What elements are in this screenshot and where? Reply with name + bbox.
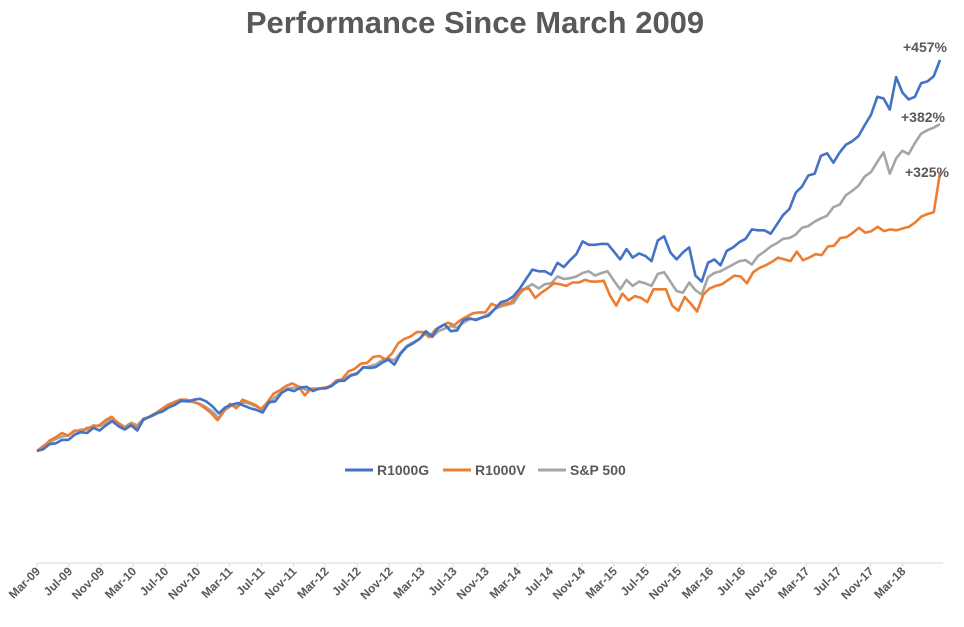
x-tick-label: Nov-13 [454, 564, 492, 602]
x-tick-label: Mar-17 [775, 564, 812, 601]
x-axis-ticks: Mar-09Jul-09Nov-09Mar-10Jul-10Nov-10Mar-… [6, 563, 909, 602]
x-tick-label: Mar-10 [102, 564, 139, 601]
legend-item-r1000g[interactable]: R1000G [345, 462, 429, 478]
series-line-r1000v [36, 172, 942, 453]
x-tick-label: Mar-11 [199, 564, 236, 601]
x-tick-label: Nov-11 [262, 564, 300, 602]
legend-item-sp500[interactable]: S&P 500 [538, 462, 626, 478]
legend: R1000G R1000V S&P 500 [345, 462, 626, 478]
end-labels: +457% +382% +325% [901, 39, 950, 180]
x-tick-label: Mar-14 [487, 564, 524, 601]
legend-item-r1000v[interactable]: R1000V [443, 462, 526, 478]
series-layer [36, 59, 942, 453]
x-tick-label: Nov-10 [165, 564, 203, 602]
x-tick-label: Mar-16 [679, 564, 716, 601]
end-label-r1000v: +325% [905, 164, 950, 180]
chart-title: Performance Since March 2009 [246, 5, 704, 40]
end-label-r1000g: +457% [903, 39, 948, 55]
series-line-r1000g [36, 59, 942, 453]
x-tick-label: Nov-14 [550, 564, 588, 602]
x-tick-label: Mar-09 [6, 564, 43, 601]
legend-label-sp500: S&P 500 [570, 462, 626, 478]
x-tick-label: Nov-12 [357, 564, 395, 602]
end-label-sp500: +382% [901, 109, 946, 125]
x-tick-label: Mar-15 [583, 564, 620, 601]
x-tick-label: Nov-16 [742, 564, 780, 602]
x-tick-label: Mar-12 [294, 564, 331, 601]
x-tick-label: Mar-18 [871, 564, 908, 601]
x-tick-label: Mar-13 [390, 564, 427, 601]
legend-label-r1000v: R1000V [475, 462, 526, 478]
legend-label-r1000g: R1000G [377, 462, 429, 478]
x-tick-label: Nov-09 [69, 564, 107, 602]
x-tick-label: Nov-17 [838, 564, 876, 602]
x-tick-label: Nov-15 [646, 564, 684, 602]
